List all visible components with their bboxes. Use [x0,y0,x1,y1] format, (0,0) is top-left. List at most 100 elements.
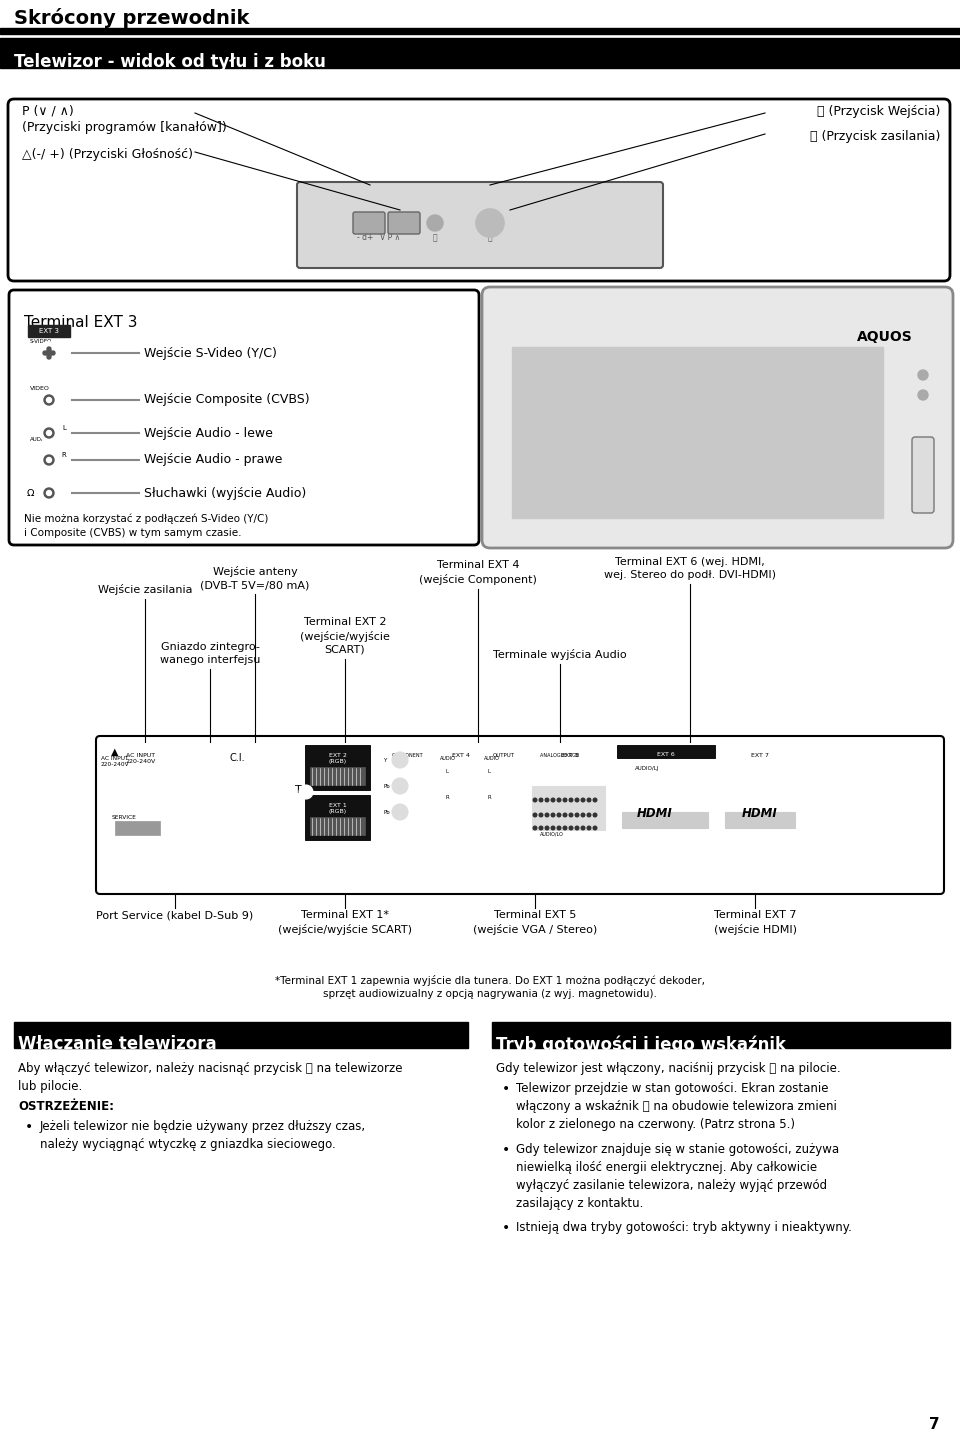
Circle shape [540,813,542,817]
Circle shape [564,798,566,801]
FancyBboxPatch shape [96,736,944,893]
Text: ⓪: ⓪ [433,233,438,242]
Text: Terminal EXT 5
(wejście VGA / Stereo): Terminal EXT 5 (wejście VGA / Stereo) [473,911,597,935]
FancyBboxPatch shape [388,212,420,233]
Text: Wejście zasilania: Wejście zasilania [98,584,192,595]
Circle shape [51,352,55,354]
Text: ANALOGUE RGB: ANALOGUE RGB [540,754,579,758]
Text: L: L [487,769,490,774]
Text: EXT 3: EXT 3 [39,329,59,334]
Bar [441,745,481,840]
Circle shape [392,752,408,768]
Text: •: • [502,1143,511,1157]
Text: ⮌ (Przycisk Wejścia): ⮌ (Przycisk Wejścia) [817,105,940,118]
FancyBboxPatch shape [297,182,663,268]
Text: Wejście S-Video (Y/C): Wejście S-Video (Y/C) [144,346,276,359]
Text: •: • [502,1082,511,1097]
Text: Nie można korzystać z podłączeń S-Video (Y/C)
i Composite (CVBS) w tym samym cza: Nie można korzystać z podłączeń S-Video … [24,513,269,537]
Circle shape [490,797,504,811]
Text: •: • [25,1120,34,1134]
Text: EXT 4: EXT 4 [452,754,470,758]
Text: ⏻: ⏻ [488,233,492,242]
Bar [0,27,960,35]
Text: Ω: Ω [27,488,35,499]
Circle shape [44,488,54,499]
Bar [622,811,708,829]
Circle shape [551,826,555,830]
Text: AUDIO: AUDIO [484,757,500,761]
Text: (Przyciski programów [kanałów]): (Przyciski programów [kanałów]) [22,121,227,134]
Text: EXT 5: EXT 5 [561,754,578,758]
Text: EXT 2
(RGB): EXT 2 (RGB) [328,754,347,764]
Circle shape [46,350,52,356]
Circle shape [557,826,561,830]
Circle shape [588,798,590,801]
Circle shape [575,813,579,817]
Text: EXT 7: EXT 7 [751,754,769,758]
Circle shape [299,785,313,798]
Circle shape [581,813,585,817]
Circle shape [533,798,537,801]
Bar [532,785,605,830]
Circle shape [46,431,52,435]
Circle shape [545,798,549,801]
Text: Słuchawki (wyjście Audio): Słuchawki (wyjście Audio) [144,487,306,500]
Circle shape [448,771,462,785]
Text: Wejście anteny
(DVB-T 5V=/80 mA): Wejście anteny (DVB-T 5V=/80 mA) [201,566,310,589]
Circle shape [593,831,607,846]
Circle shape [569,826,573,830]
Text: Skrócony przewodnik: Skrócony przewodnik [14,9,250,27]
Circle shape [533,826,537,830]
Bar [720,745,800,840]
Text: HDMI: HDMI [742,807,778,820]
Text: Wejście Audio - lewe: Wejście Audio - lewe [144,427,273,440]
Text: ⏻ (Przycisk zasilania): ⏻ (Przycisk zasilania) [809,130,940,143]
Text: AUDIO: AUDIO [440,757,456,761]
Circle shape [569,798,573,801]
Circle shape [588,813,590,817]
Circle shape [533,813,537,817]
FancyBboxPatch shape [353,212,385,233]
Circle shape [44,428,54,438]
Bar [115,821,160,834]
Text: L: L [62,425,66,431]
Circle shape [569,813,573,817]
Bar [725,811,795,829]
FancyBboxPatch shape [912,437,934,513]
Bar [305,795,370,840]
Circle shape [46,490,52,496]
Text: Gdy telewizor znajduje się w stanie gotowości, zużywa
niewielką ilość energii el: Gdy telewizor znajduje się w stanie goto… [516,1143,839,1210]
Circle shape [46,398,52,402]
Text: ▲: ▲ [111,746,119,757]
Circle shape [557,813,561,817]
Circle shape [564,826,566,830]
Circle shape [918,370,928,380]
Circle shape [448,797,462,811]
Circle shape [476,209,504,236]
Circle shape [40,451,58,468]
Circle shape [593,826,597,830]
Circle shape [540,798,542,801]
Circle shape [490,771,504,785]
Circle shape [545,826,549,830]
Text: ▾: ▾ [47,342,51,347]
Text: EXT 6: EXT 6 [658,752,675,757]
Text: Terminal EXT 3: Terminal EXT 3 [24,316,137,330]
Bar [310,767,365,785]
Circle shape [564,813,566,817]
Bar [378,745,438,840]
Text: Terminal EXT 2
(wejście/wyjście
SCART): Terminal EXT 2 (wejście/wyjście SCART) [300,617,390,656]
Text: L: L [445,769,448,774]
Text: EXT 1
(RGB): EXT 1 (RGB) [328,803,347,814]
Text: R: R [61,452,66,458]
FancyBboxPatch shape [8,99,950,281]
Text: Istnieją dwa tryby gotowości: tryb aktywny i nieaktywny.: Istnieją dwa tryby gotowości: tryb aktyw… [516,1221,852,1233]
Circle shape [44,395,54,405]
Circle shape [575,798,579,801]
Text: Terminal EXT 7
(wejście HDMI): Terminal EXT 7 (wejście HDMI) [713,911,797,935]
Bar [180,745,295,840]
Bar [28,337,70,496]
Bar [310,817,365,834]
Circle shape [918,391,928,401]
Text: AC INPUT
220-240V: AC INPUT 220-240V [126,754,156,764]
